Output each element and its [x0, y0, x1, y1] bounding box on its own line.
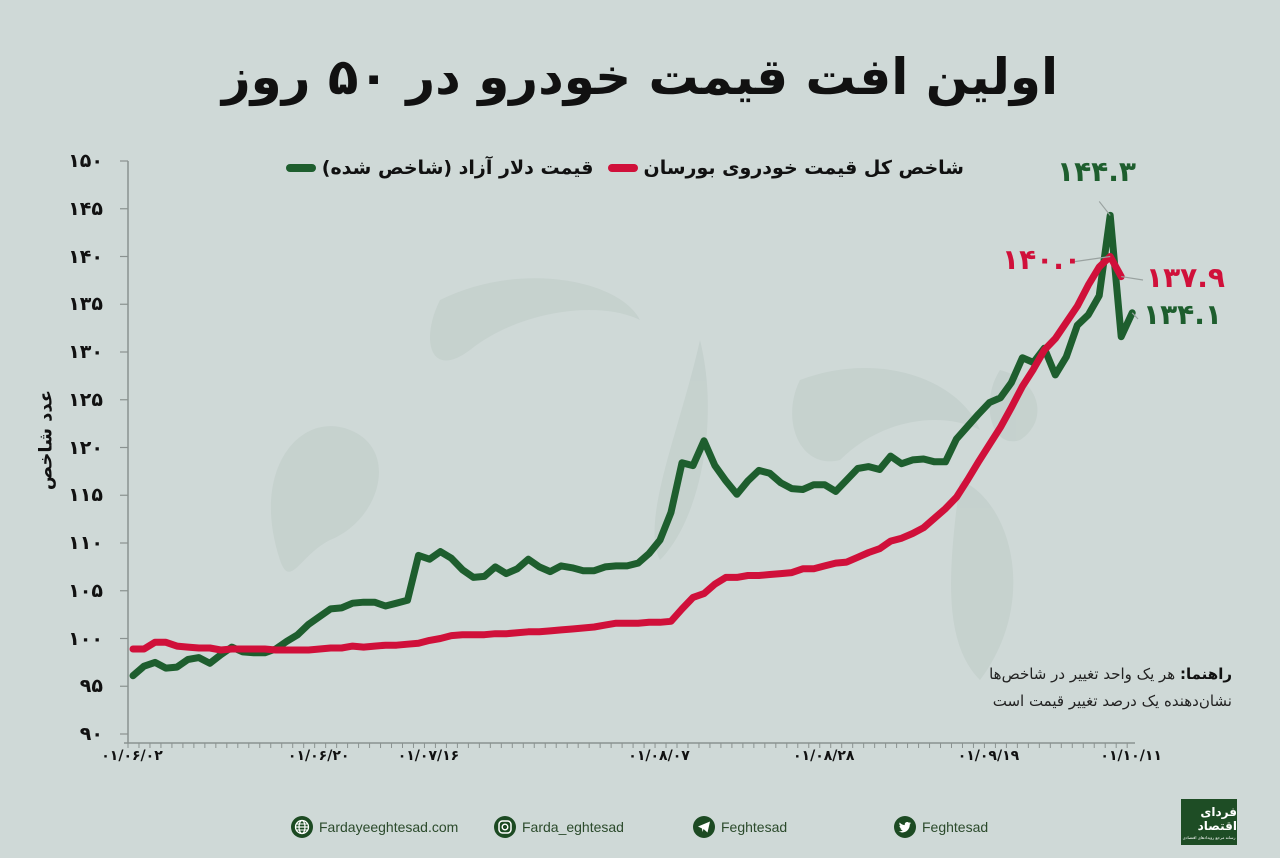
y-tick-label: ۱۱۵ [68, 484, 103, 507]
y-tick-label: ۱۰۵ [68, 579, 103, 602]
x-tick-label: ۰۱/۰۹/۱۹ [957, 748, 1020, 764]
annotation-car-peak: ۱۴۰.۰ [1002, 243, 1081, 276]
chart-title: اولین افت قیمت خودرو در ۵۰ روز [221, 48, 1059, 106]
x-tick-label: ۰۱/۰۶/۲۰ [287, 748, 350, 764]
legend-label-car-index: شاخص کل قیمت خودروی بورسان [643, 157, 965, 179]
instagram-icon [494, 816, 516, 838]
globe-icon [291, 816, 313, 838]
guide-note-line2: نشان‌دهنده یک درصد تغییر قیمت است [992, 692, 1232, 710]
leader-car-peak [1071, 255, 1111, 263]
y-tick-label: ۱۳۰ [68, 341, 103, 363]
guide-note: راهنما: هر یک واحد تغییر در شاخص‌ها نشان… [989, 661, 1232, 715]
guide-note-line1: هر یک واحد تغییر در شاخص‌ها [989, 665, 1176, 683]
leader-car-last [1121, 275, 1144, 281]
logo-subtitle: رسانه مرجع رویدادهای اقتصادی [1182, 834, 1236, 840]
annotation-dollar-peak: ۱۴۴.۳ [1057, 155, 1136, 188]
annotation-dollar-last: ۱۳۴.۱ [1143, 298, 1222, 331]
telegram-icon [693, 816, 715, 838]
footer-website[interactable]: Fardayeeghtesad.com [291, 816, 458, 838]
footer-telegram[interactable]: Feghtesad [693, 816, 787, 838]
footer-twitter[interactable]: Feghtesad [894, 816, 988, 838]
legend-label-dollar: قیمت دلار آزاد (شاخص شده) [321, 157, 594, 179]
guide-note-label: راهنما: [1180, 665, 1232, 683]
footer-telegram-label: Feghtesad [721, 819, 788, 835]
legend: شاخص کل قیمت خودروی بورسان قیمت دلار آزا… [285, 157, 965, 179]
footer-website-label: Fardayeeghtesad.com [319, 819, 459, 835]
annotation-car-last: ۱۳۷.۹ [1146, 261, 1225, 294]
x-tick-label: ۰۱/۰۷/۱۶ [397, 748, 460, 764]
footer-instagram[interactable]: Farda_eghtesad [494, 816, 624, 838]
y-tick-label: ۱۵۰ [68, 150, 103, 172]
y-tick-label: ۱۱۰ [68, 532, 103, 554]
footer: Fardayeeghtesad.com Farda_eghtesad Feght… [0, 816, 1280, 846]
brand-logo: فردای اقتصاد رسانه مرجع رویدادهای اقتصاد… [1180, 798, 1238, 846]
footer-instagram-label: Farda_eghtesad [522, 819, 624, 835]
legend-item-dollar: قیمت دلار آزاد (شاخص شده) [285, 157, 594, 179]
twitter-icon [894, 816, 916, 838]
x-tick-label: ۰۱/۰۸/۰۷ [628, 748, 690, 764]
leader-dollar-peak [1098, 201, 1111, 216]
y-tick-label: ۹۰ [79, 723, 103, 745]
y-tick-label: ۱۰۰ [68, 627, 103, 650]
y-tick-label: ۱۴۰ [68, 245, 103, 268]
y-tick-label: ۱۴۵ [68, 197, 103, 220]
car-index-series-line [129, 253, 1125, 654]
legend-swatch-red [607, 164, 638, 172]
x-tick-label: ۰۱/۰۸/۲۸ [792, 748, 855, 764]
footer-twitter-label: Feghtesad [922, 819, 989, 835]
dollar-series-line [129, 211, 1136, 680]
y-tick-label: ۱۲۰ [68, 436, 103, 459]
y-tick-label: ۹۵ [79, 675, 103, 698]
y-tick-label: ۱۲۵ [68, 388, 103, 411]
x-tick-label: ۰۱/۱۰/۱۱ [1100, 748, 1162, 764]
legend-swatch-green [285, 164, 316, 172]
logo-title: فردای اقتصاد [1197, 804, 1237, 833]
leader-dollar-last [1131, 312, 1139, 320]
x-tick-label: ۰۱/۰۶/۰۲ [101, 748, 163, 764]
legend-item-car-index: شاخص کل قیمت خودروی بورسان [607, 157, 965, 179]
y-tick-label: ۱۳۵ [68, 293, 103, 316]
